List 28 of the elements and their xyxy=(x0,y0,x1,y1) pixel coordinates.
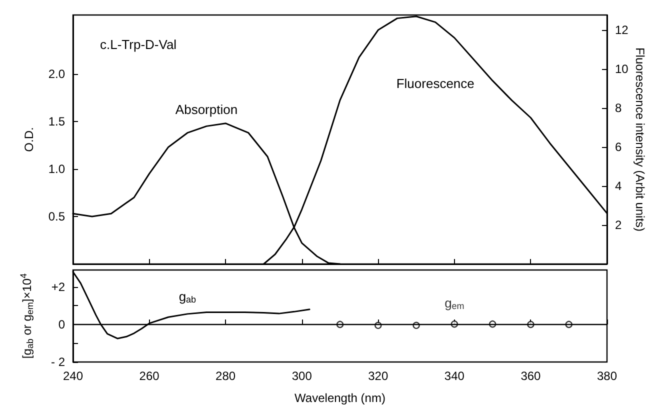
x-tick-label: 340 xyxy=(444,369,465,383)
y-tick-label: 1.0 xyxy=(48,162,66,176)
y-tick-label: 0 xyxy=(58,317,66,332)
y2-tick-label: 10 xyxy=(615,62,629,76)
x-tick-label: 280 xyxy=(216,369,236,383)
x-tick-label: 380 xyxy=(596,369,618,383)
y2-axis-title: Fluorescence intensity (Arbit units) xyxy=(633,47,646,232)
y2-tick-label: 6 xyxy=(615,140,622,154)
x-tick-label: 300 xyxy=(292,369,312,383)
y-tick-label: 2.0 xyxy=(48,66,66,81)
series-label: Absorption xyxy=(175,102,238,118)
annotation: c.L-Trp-D-Val xyxy=(100,37,177,52)
y2-tick-label: 8 xyxy=(615,101,622,116)
series-label: Fluorescence xyxy=(396,76,474,92)
y-tick-label: - 2 xyxy=(50,355,66,369)
x-tick-label: 260 xyxy=(139,369,160,383)
y-tick-label: +2 xyxy=(51,280,66,294)
y-tick-label: 1.5 xyxy=(48,114,66,128)
y2-tick-label: 4 xyxy=(615,179,622,194)
y-axis-title: O.D. xyxy=(22,127,36,152)
x-tick-label: 360 xyxy=(520,369,542,383)
x-tick-label: 240 xyxy=(62,369,84,383)
y2-tick-label: 12 xyxy=(615,23,629,38)
x-axis-title: Wavelength (nm) xyxy=(294,391,386,405)
y-axis-title: [gab or gem]×104 xyxy=(18,273,35,359)
y2-tick-label: 2 xyxy=(615,218,622,232)
y-tick-label: 0.5 xyxy=(48,209,66,224)
x-tick-label: 320 xyxy=(368,369,388,383)
